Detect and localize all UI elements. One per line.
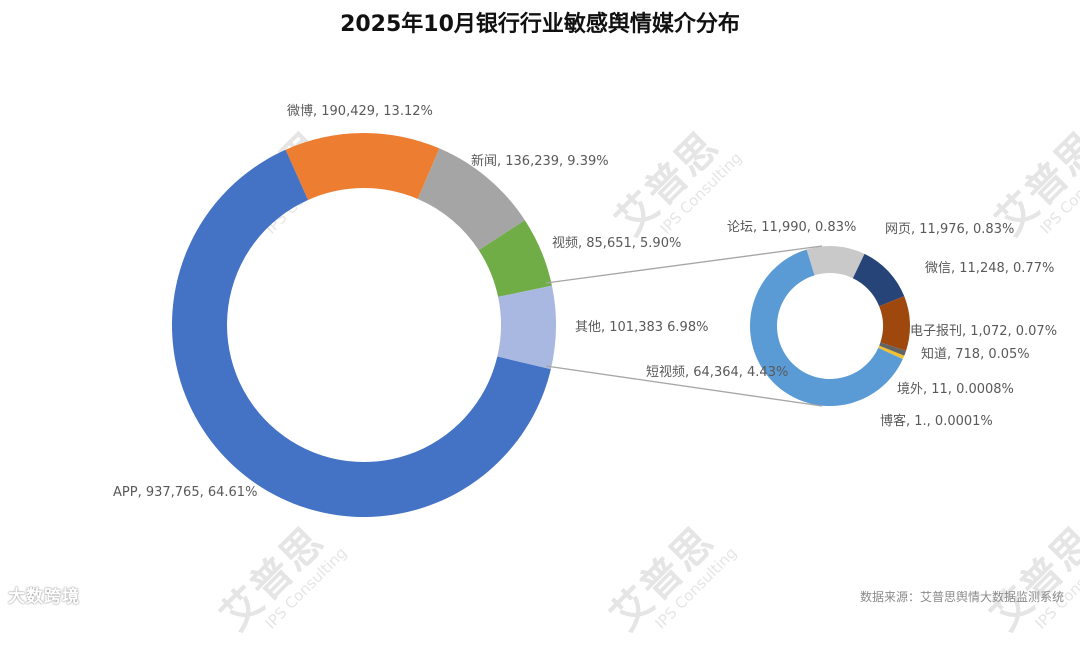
slice-微信	[879, 296, 911, 351]
connector-line-top	[545, 245, 823, 284]
label-forum: 论坛, 11,990, 0.83%	[727, 220, 857, 235]
label-app: APP, 937,765, 64.61%	[113, 485, 258, 500]
chart-title: 2025年10月银行行业敏感舆情媒介分布	[340, 12, 740, 37]
slice-视频	[478, 220, 552, 297]
main-donut	[172, 133, 556, 517]
slice-新闻	[417, 148, 525, 251]
label-other: 其他, 101,383 6.98%	[575, 320, 709, 335]
slice-论坛	[806, 246, 865, 279]
label-short-video: 短视频, 64,364, 4.43%	[646, 365, 789, 380]
slice-境外	[878, 347, 903, 360]
slice-博客	[878, 347, 903, 360]
slice-APP	[172, 149, 551, 517]
label-webpage: 网页, 11,976, 0.83%	[885, 222, 1015, 237]
slice-电子报刊	[879, 342, 907, 356]
label-news: 新闻, 136,239, 9.39%	[471, 154, 609, 169]
label-video: 视频, 85,651, 5.90%	[552, 236, 682, 251]
slice-知道	[878, 345, 905, 360]
connector-line-bottom	[545, 365, 823, 407]
label-epaper: 电子报刊, 1,072, 0.07%	[910, 324, 1058, 339]
label-wechat: 微信, 11,248, 0.77%	[925, 261, 1055, 276]
label-zhidao: 知道, 718, 0.05%	[921, 347, 1030, 362]
label-blog: 博客, 1., 0.0001%	[880, 414, 993, 429]
chart-canvas	[172, 133, 911, 517]
slice-短视频	[749, 249, 903, 407]
data-source: 数据来源：艾普思舆情大数据监测系统	[859, 590, 1064, 604]
label-weibo: 微博, 190,429, 13.12%	[287, 104, 433, 119]
sub-donut	[749, 246, 911, 407]
slice-网页	[852, 253, 905, 307]
label-overseas: 境外, 11, 0.0008%	[897, 382, 1014, 397]
brand-watermark: 大数跨境	[8, 587, 80, 607]
slice-其他	[497, 285, 556, 370]
slice-微博	[285, 133, 440, 200]
